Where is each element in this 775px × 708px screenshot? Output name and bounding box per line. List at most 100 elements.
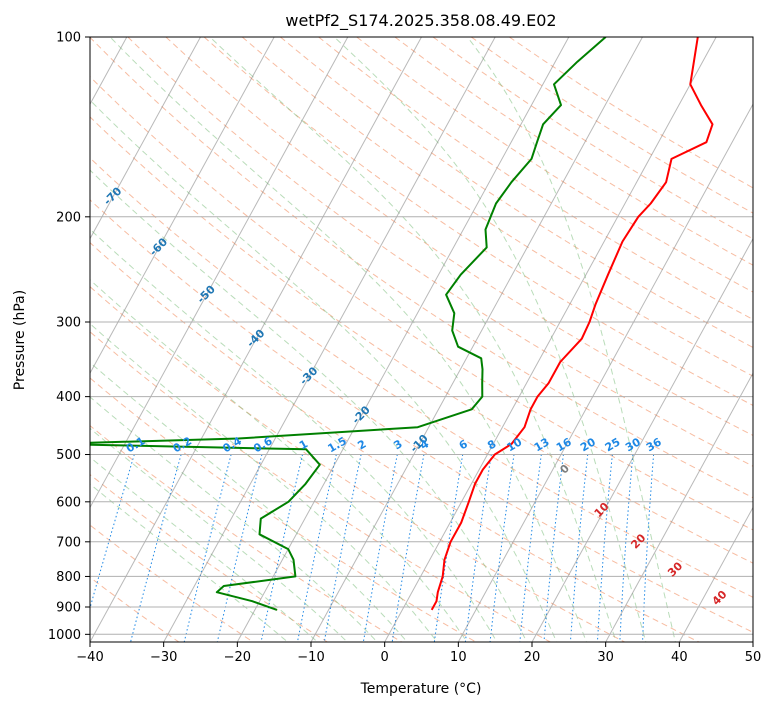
dry-adiabat-line bbox=[203, 37, 753, 407]
y-tick-label: 900 bbox=[56, 600, 81, 615]
x-tick-label: −20 bbox=[224, 650, 251, 665]
x-tick-label: 20 bbox=[524, 650, 541, 665]
mixing-ratio-label: 36 bbox=[644, 435, 664, 454]
x-axis-ticks: −40 −30 −20 −10 0 10 20 30 40 50 bbox=[76, 642, 761, 665]
mixing-ratio-label: 25 bbox=[603, 435, 623, 454]
y-tick-label: 700 bbox=[56, 535, 81, 550]
y-tick-label: 600 bbox=[56, 495, 81, 510]
isotherm-label: -70 bbox=[101, 184, 124, 207]
isotherm-line bbox=[236, 37, 570, 642]
wetbulb-label: 40 bbox=[710, 588, 730, 608]
mixing-ratio-line bbox=[642, 454, 655, 642]
moist-adiabat-line bbox=[90, 99, 558, 642]
isotherm-line bbox=[457, 103, 753, 642]
moist-adiabat-line bbox=[333, 37, 647, 642]
plot-frame bbox=[89, 36, 754, 643]
moist-adiabat-line bbox=[209, 37, 617, 642]
mixing-ratio-label: 1.5 bbox=[325, 434, 348, 455]
mixing-ratio-line bbox=[433, 454, 464, 642]
isotherm-label: -80 bbox=[53, 138, 76, 161]
isotherm-label: -20 bbox=[350, 403, 373, 426]
wetbulb-label: 20 bbox=[628, 531, 648, 551]
mixing-ratio-line bbox=[596, 454, 613, 642]
dry-adiabat-line bbox=[90, 524, 255, 642]
isotherm-line bbox=[384, 37, 717, 642]
moist-adiabat-line bbox=[467, 37, 676, 642]
mixing-ratio-line bbox=[296, 454, 337, 642]
dry-adiabat-line bbox=[318, 37, 753, 321]
mixing-ratio-label: 20 bbox=[578, 435, 598, 454]
isotherm-line bbox=[90, 37, 422, 642]
mixing-ratio-line bbox=[183, 454, 232, 642]
dry-adiabat-line bbox=[90, 576, 180, 642]
profile-series bbox=[90, 37, 714, 611]
y-axis-ticks: 100 200 300 400 500 600 700 800 900 1000 bbox=[48, 31, 90, 643]
mixing-ratio-line bbox=[619, 454, 634, 642]
isotherm-label: -40 bbox=[244, 326, 267, 349]
dry-adiabat-line bbox=[356, 37, 753, 293]
dry-adiabat-line bbox=[165, 37, 753, 437]
mixing-ratio-line bbox=[489, 454, 515, 642]
dewpoint-series-line bbox=[90, 37, 607, 611]
y-tick-label: 400 bbox=[56, 390, 81, 405]
moist-adiabat-line bbox=[90, 228, 498, 642]
mixing-ratio-label: 0.2 bbox=[171, 434, 194, 455]
mixing-ratio-line bbox=[260, 454, 303, 642]
x-tick-label: −40 bbox=[76, 650, 103, 665]
chart-title: wetPf2_S174.2025.358.08.49.E02 bbox=[285, 11, 556, 31]
temperature-series-line bbox=[430, 37, 714, 611]
dry-adiabat-line bbox=[90, 199, 753, 633]
isotherms bbox=[90, 37, 753, 642]
moist-adiabat-line bbox=[90, 323, 438, 642]
y-tick-label: 1000 bbox=[48, 628, 81, 643]
moist-adiabat-line bbox=[90, 456, 319, 642]
dry-adiabat-line bbox=[280, 37, 753, 349]
y-tick-label: 500 bbox=[56, 448, 81, 463]
moist-adiabat-line bbox=[109, 37, 587, 642]
reference-labels: -100-90-80-70-60-50-40-30-20-100.10.20.4… bbox=[53, 138, 730, 608]
moist-adiabat-line bbox=[90, 427, 349, 642]
y-tick-label: 800 bbox=[56, 570, 81, 585]
y-axis-title: Pressure (hPa) bbox=[12, 290, 28, 390]
y-tick-label: 300 bbox=[56, 315, 81, 330]
isotherm-line bbox=[90, 37, 201, 240]
x-tick-label: 50 bbox=[745, 650, 762, 665]
plot-area: -100-90-80-70-60-50-40-30-20-100.10.20.4… bbox=[53, 37, 753, 642]
mixing-ratio-line bbox=[90, 454, 135, 610]
mixing-ratio-label: 6 bbox=[457, 437, 470, 452]
dry-adiabat-line bbox=[90, 242, 701, 642]
dry-adiabat-line bbox=[241, 37, 753, 377]
isotherm-line bbox=[163, 37, 496, 642]
isotherm-line bbox=[310, 37, 643, 642]
dry-adiabat-line bbox=[90, 377, 478, 642]
mixing-ratio-label: 8 bbox=[485, 437, 498, 452]
mixing-ratio-label: 0.1 bbox=[124, 434, 147, 455]
mixing-ratio-label: 2 bbox=[355, 437, 368, 452]
dry-adiabat-line bbox=[90, 116, 753, 564]
pressure-gridlines bbox=[90, 37, 753, 635]
y-tick-label: 100 bbox=[56, 31, 81, 46]
moist-adiabat-line bbox=[90, 169, 528, 642]
x-tick-label: 0 bbox=[381, 650, 389, 665]
moist-adiabats bbox=[90, 37, 676, 642]
isotherm-line bbox=[752, 640, 753, 642]
dry-adiabat-line bbox=[90, 286, 626, 642]
moist-adiabat-line bbox=[90, 483, 289, 642]
dry-adiabat-line bbox=[90, 473, 329, 642]
isotherm-label: -60 bbox=[147, 235, 170, 258]
mixing-ratio-line bbox=[216, 454, 263, 642]
dry-adiabat-line bbox=[90, 157, 753, 598]
mixing-ratio-lines bbox=[90, 454, 655, 642]
isotherm-line bbox=[678, 506, 753, 642]
x-tick-label: −30 bbox=[150, 650, 177, 665]
x-tick-label: 40 bbox=[671, 650, 688, 665]
mixing-ratio-label: 16 bbox=[554, 435, 574, 454]
y-tick-label: 200 bbox=[56, 210, 81, 225]
mixing-ratio-line bbox=[323, 454, 362, 642]
mixing-ratio-label: 3 bbox=[391, 437, 404, 452]
isotherm-label: -30 bbox=[297, 364, 320, 387]
dry-adiabats bbox=[90, 37, 753, 642]
dry-adiabat-line bbox=[127, 37, 753, 467]
isotherm-line bbox=[90, 37, 349, 509]
